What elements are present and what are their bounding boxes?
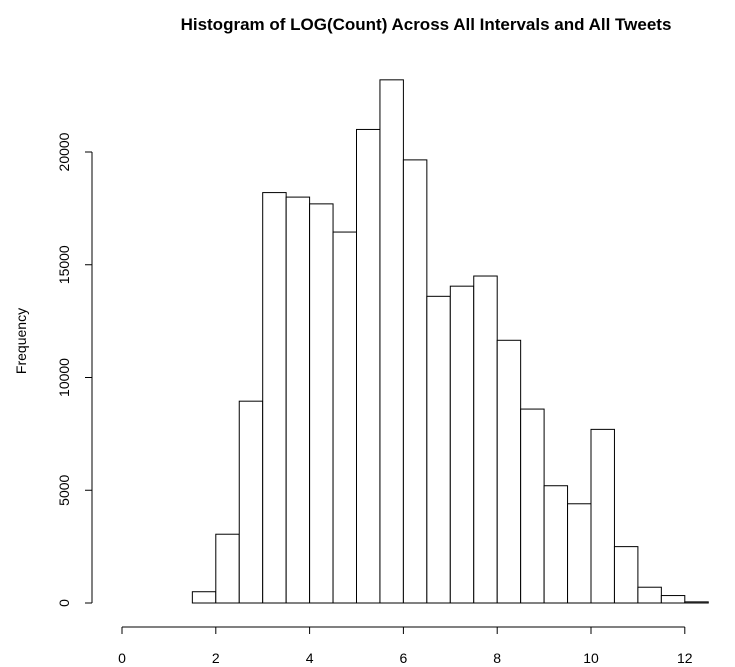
histogram-bar	[520, 408, 545, 604]
y-tick-label: 10000	[56, 358, 72, 397]
histogram-bar	[238, 400, 264, 604]
histogram-bar	[402, 159, 428, 604]
y-tick-label: 0	[56, 599, 72, 607]
histogram-bar	[496, 339, 522, 604]
histogram-bar	[191, 591, 217, 604]
histogram-bar	[590, 428, 615, 604]
histogram-bar	[567, 503, 592, 604]
y-axis-label: Frequency	[13, 308, 29, 374]
chart-title: Histogram of LOG(Count) Across All Inter…	[181, 15, 672, 34]
x-tick-label: 2	[212, 650, 220, 666]
histogram-bar	[332, 231, 357, 604]
histogram-bar	[426, 295, 451, 604]
x-tick-label: 6	[400, 650, 408, 666]
x-tick-label: 12	[677, 650, 693, 666]
histogram-bar	[660, 595, 686, 604]
histogram-bars	[191, 79, 709, 604]
y-axis: 0 5000 10000 15000 20000	[56, 132, 93, 607]
x-tick-label: 4	[306, 650, 314, 666]
x-axis: 0 2 4 6 8 10 12	[118, 626, 693, 666]
histogram-bar	[215, 533, 240, 604]
histogram-bar	[285, 196, 311, 604]
x-tick-label: 10	[583, 650, 599, 666]
x-tick-label: 8	[493, 650, 501, 666]
histogram-bar	[637, 586, 662, 604]
histogram-bar	[379, 79, 404, 604]
y-tick-label: 15000	[56, 245, 72, 284]
y-tick-label: 5000	[56, 474, 72, 505]
histogram-bar	[449, 285, 475, 604]
histogram-bar	[543, 485, 569, 604]
histogram-bar	[684, 601, 709, 604]
x-tick-label: 0	[118, 650, 126, 666]
histogram-bar	[473, 275, 498, 604]
histogram-bar	[309, 203, 334, 604]
y-tick-label: 20000	[56, 132, 72, 171]
histogram-bar	[613, 546, 639, 604]
histogram-bar	[356, 128, 381, 604]
histogram-bar	[262, 192, 287, 604]
